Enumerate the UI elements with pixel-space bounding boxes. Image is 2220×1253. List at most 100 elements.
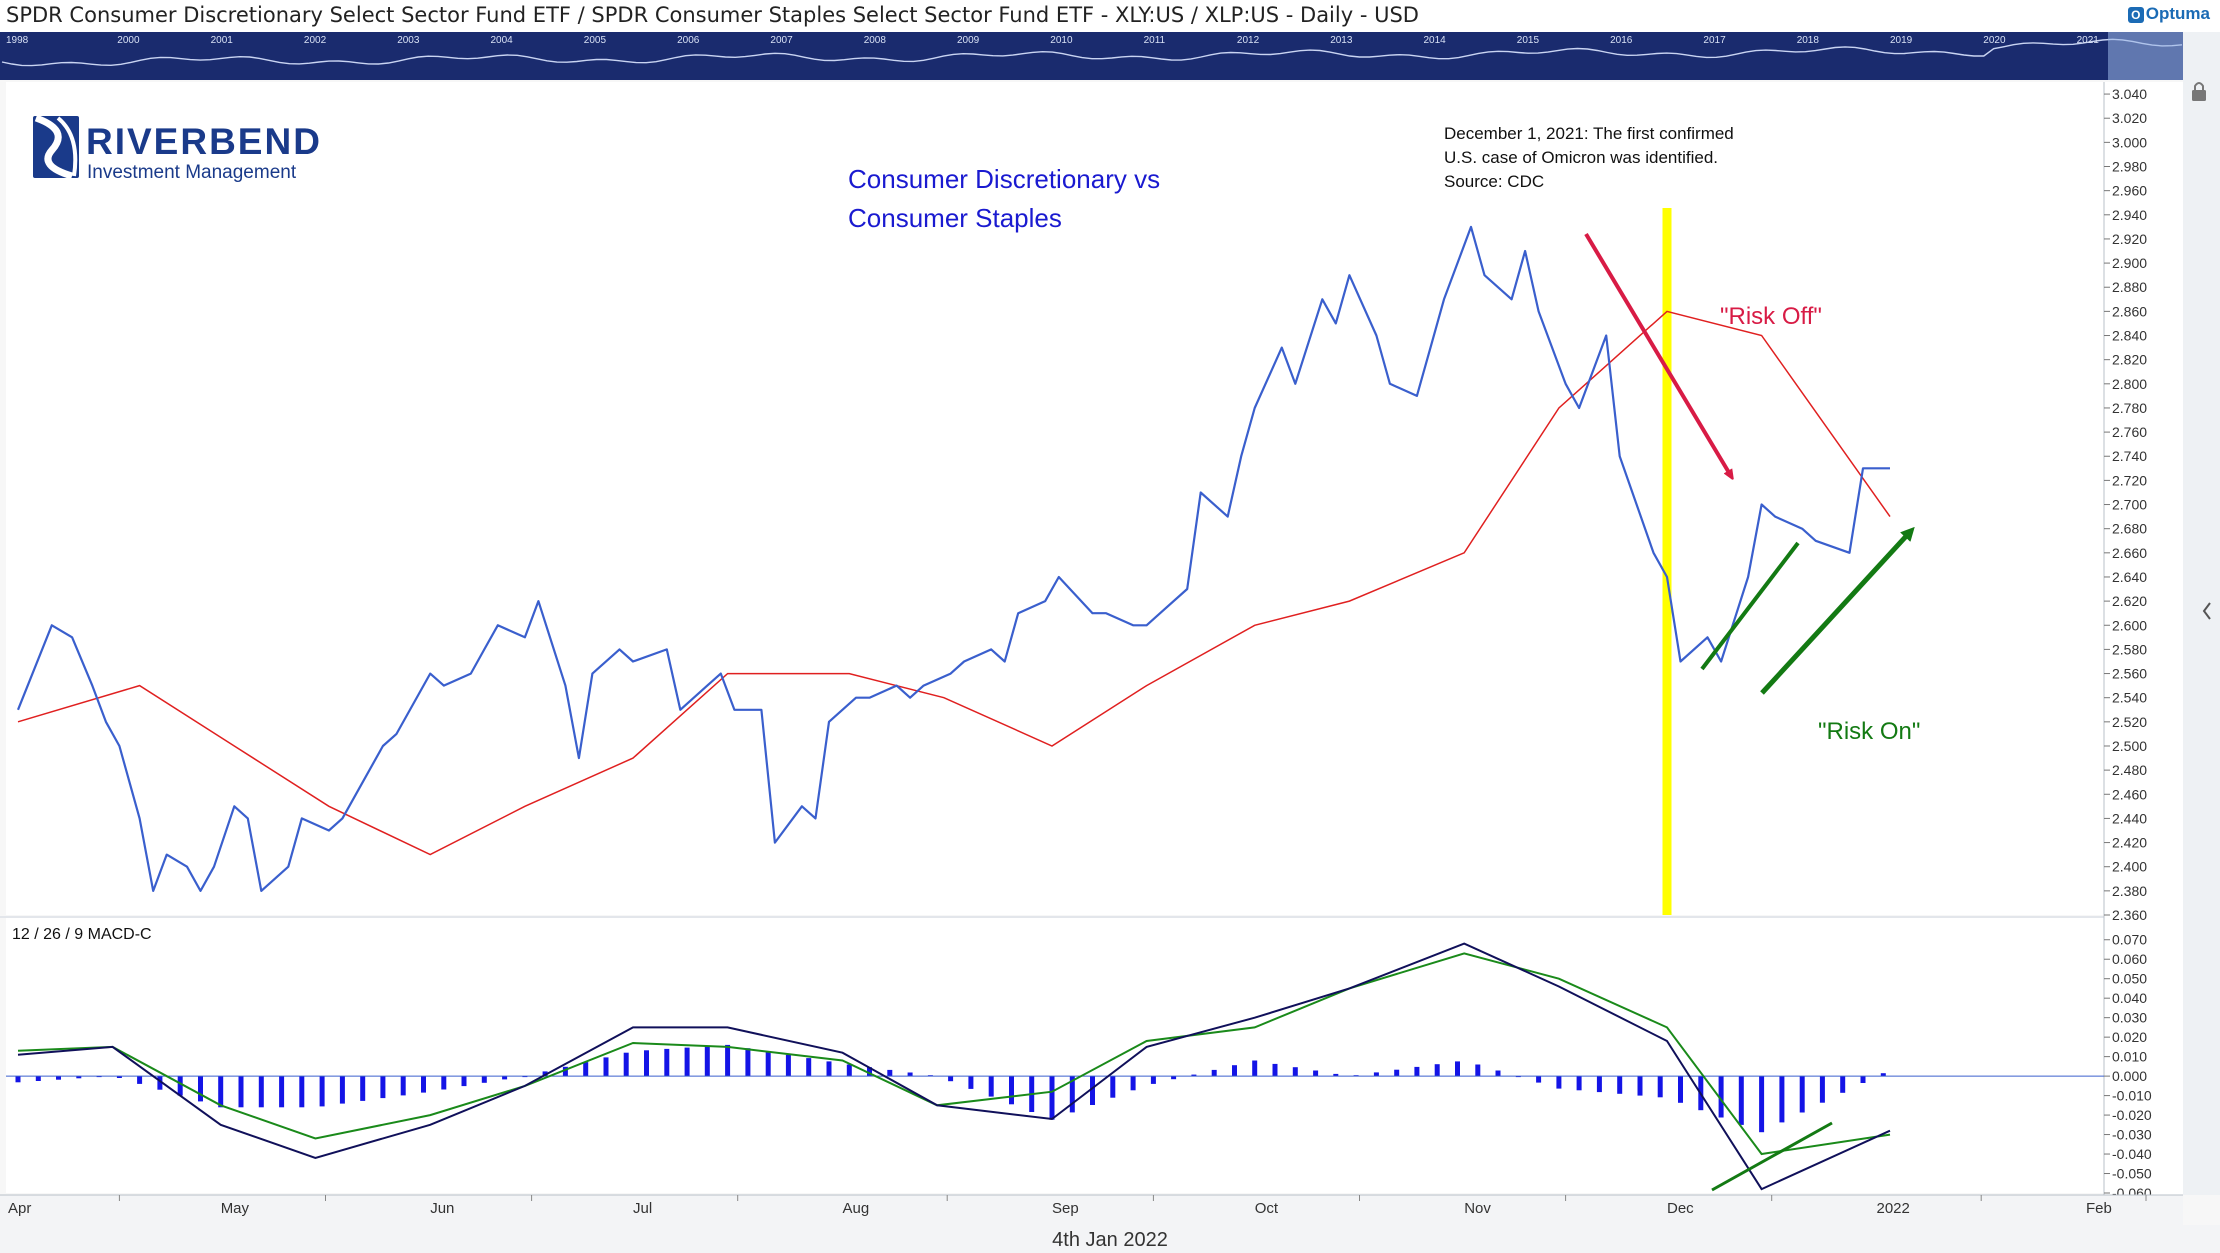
- overview-line: [1, 38, 2183, 67]
- macd-histogram-bar: [1718, 1076, 1724, 1118]
- macd-histogram-bar: [1576, 1076, 1582, 1091]
- moving-average-line[interactable]: [17, 310, 1891, 856]
- month-label: 2022: [1877, 1200, 1910, 1217]
- macd-histogram-bar: [258, 1076, 264, 1108]
- footer-date: 4th Jan 2022: [1052, 1229, 1168, 1251]
- macd-tick-label: -0.020: [2112, 1107, 2152, 1123]
- price-tick-label: 2.960: [2112, 183, 2147, 199]
- time-axis-labels: Apr May Jun Jul Aug Sep Oct Nov Dec 2022 Feb: [8, 1195, 2147, 1217]
- macd-histogram-bar: [623, 1052, 629, 1077]
- price-tick-label: 2.860: [2112, 303, 2147, 319]
- omicron-note-3: Source: CDC: [1444, 172, 1544, 191]
- omicron-note-1: December 1, 2021: The first confirmed: [1444, 124, 1734, 143]
- overview-year-label: 1998: [6, 35, 29, 46]
- macd-histogram-bar: [1394, 1069, 1400, 1077]
- overview-year-label: 2004: [491, 35, 514, 46]
- price-tick-label: 2.420: [2112, 835, 2147, 851]
- price-tick-label: 2.520: [2112, 714, 2147, 730]
- time-axis[interactable]: [0, 1195, 2183, 1225]
- macd-tick-label: -0.050: [2112, 1166, 2152, 1182]
- overview-year-label: 2006: [677, 35, 700, 46]
- macd-histogram-bar: [35, 1076, 41, 1081]
- price-tick-label: 2.460: [2112, 786, 2147, 802]
- macd-tick-label: 0.010: [2112, 1049, 2147, 1065]
- macd-histogram-bar: [704, 1046, 710, 1077]
- chart-title: SPDR Consumer Discretionary Select Secto…: [6, 3, 1419, 27]
- macd-tick-label: 0.060: [2112, 951, 2147, 967]
- price-tick-label: 2.560: [2112, 666, 2147, 682]
- macd-histogram-bar: [887, 1069, 893, 1077]
- macd-histogram-bar: [299, 1076, 305, 1108]
- price-tick-label: 2.720: [2112, 472, 2147, 488]
- lock-icon[interactable]: [2192, 82, 2206, 101]
- price-tick-label: 3.020: [2112, 110, 2147, 126]
- macd-trendline: [1711, 1121, 1833, 1192]
- overview-year-label: 2003: [397, 35, 420, 46]
- overview-strip[interactable]: [0, 32, 2183, 80]
- macd-histogram-bar: [684, 1047, 690, 1077]
- macd-line[interactable]: [17, 942, 1891, 1191]
- macd-histogram-bar: [826, 1061, 832, 1077]
- month-label: Feb: [2086, 1200, 2112, 1217]
- title-bar: SPDR Consumer Discretionary Select Secto…: [0, 0, 2220, 33]
- price-scale[interactable]: [2104, 82, 2183, 1195]
- macd-histogram-bar: [1252, 1060, 1258, 1077]
- macd-tick-label: 0.070: [2112, 932, 2147, 948]
- annotation-heading-1: Consumer Discretionary vs: [848, 164, 1160, 194]
- macd-histogram-bar: [1434, 1064, 1440, 1077]
- macd-histogram-bar: [1130, 1076, 1136, 1091]
- price-tick-label: 2.360: [2112, 907, 2147, 923]
- optuma-icon: O: [2127, 7, 2144, 23]
- macd-histogram-bar: [1313, 1070, 1319, 1077]
- macd-histogram-bar: [745, 1048, 751, 1077]
- ratio-price-line[interactable]: [16, 225, 1890, 893]
- macd-histogram-bar: [502, 1076, 508, 1080]
- price-y-axis: 3.040 3.020 3.000 2.980 2.960 2.940 2.920 2.900…: [2104, 86, 2147, 923]
- month-label: Jun: [430, 1200, 454, 1217]
- price-tick-label: 2.620: [2112, 593, 2147, 609]
- macd-histogram[interactable]: [15, 1044, 1886, 1133]
- macd-tick-label: -0.040: [2112, 1146, 2152, 1162]
- macd-histogram-bar: [1292, 1067, 1298, 1077]
- macd-tick-label: -0.010: [2112, 1088, 2152, 1104]
- macd-histogram-bar: [664, 1048, 670, 1077]
- month-label: Dec: [1667, 1200, 1694, 1217]
- overview-year-label: 2017: [1703, 35, 1726, 46]
- month-label: Oct: [1255, 1200, 1279, 1217]
- macd-histogram-bar: [583, 1062, 589, 1077]
- macd-tick-label: -0.030: [2112, 1127, 2152, 1143]
- collapse-icon[interactable]: [2202, 602, 2211, 620]
- macd-histogram-bar: [76, 1076, 82, 1079]
- month-label: May: [221, 1200, 250, 1217]
- macd-histogram-bar: [765, 1051, 771, 1077]
- macd-histogram-bar: [1596, 1076, 1602, 1093]
- macd-histogram-bar: [1475, 1064, 1481, 1077]
- macd-histogram-bar: [1495, 1070, 1501, 1077]
- riverbend-logo: RIVERBEND Investment Management: [33, 114, 320, 183]
- macd-histogram-bar: [1049, 1076, 1055, 1120]
- overview-selection[interactable]: [2108, 32, 2183, 80]
- price-tick-label: 2.980: [2112, 159, 2147, 175]
- macd-histogram-bar: [948, 1076, 954, 1082]
- macd-histogram-bar: [319, 1076, 325, 1107]
- macd-histogram-bar: [806, 1058, 812, 1077]
- macd-histogram-bar: [785, 1054, 791, 1077]
- macd-histogram-bar: [1090, 1076, 1095, 1105]
- month-label: Aug: [843, 1200, 870, 1217]
- macd-histogram-bar: [421, 1076, 426, 1093]
- macd-histogram-bar: [339, 1076, 345, 1104]
- overview-year-label: 2016: [1610, 35, 1633, 46]
- macd-histogram-bar: [1738, 1076, 1744, 1125]
- macd-histogram-bar: [1191, 1074, 1197, 1077]
- optuma-logo[interactable]: O Optuma: [2127, 4, 2210, 24]
- macd-histogram-bar: [360, 1076, 366, 1101]
- overview-year-label: 2014: [1424, 35, 1447, 46]
- overview-year-label: 2005: [584, 35, 607, 46]
- macd-histogram-bar: [988, 1076, 994, 1097]
- risk-off-arrow: [1584, 232, 1731, 476]
- overview-year-label: 2000: [117, 35, 140, 46]
- month-label: Apr: [8, 1200, 31, 1217]
- macd-histogram-bar: [1069, 1076, 1075, 1113]
- overview-years: 1998 2000 2001 2002 2003 2004 2005 2006 2007 2008…: [6, 35, 2099, 46]
- overview-year-label: 2018: [1797, 35, 1820, 46]
